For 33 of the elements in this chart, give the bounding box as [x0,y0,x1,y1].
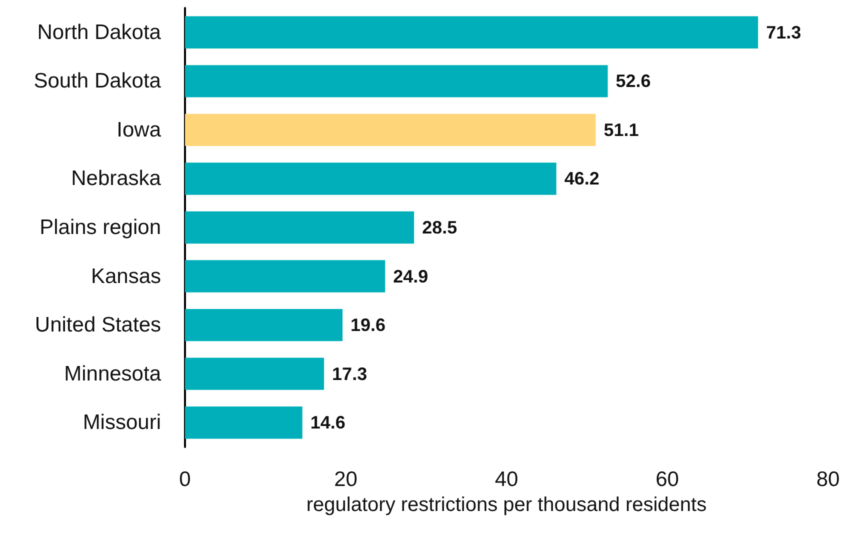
y-tick-label: Plains region [40,216,161,239]
bar [185,16,758,48]
bar [185,211,414,244]
y-tick-label: Iowa [116,118,162,142]
data-label: 28.5 [422,218,458,238]
bar [185,358,324,390]
data-label: 17.3 [332,364,368,384]
y-tick-label: Missouri [82,411,161,434]
x-tick-label: 80 [816,468,840,491]
data-label: 14.6 [310,412,346,433]
data-label: 51.1 [604,120,639,140]
bar [185,114,596,146]
x-tick-label: 0 [179,468,191,491]
data-label: 19.6 [350,315,386,336]
data-label: 52.6 [616,71,651,92]
y-tick-label: Kansas [90,264,161,288]
x-tick-label: 60 [656,468,679,491]
y-tick-label: North Dakota [37,20,162,44]
y-tick-label: United States [34,314,161,337]
bar [185,260,386,292]
y-tick-label: South Dakota [34,70,162,93]
x-axis-title: regulatory restrictions per thousand residents [306,494,707,516]
y-tick-label: Minnesota [64,362,162,386]
x-tick-label: 40 [494,468,518,491]
bar [185,308,343,342]
y-tick-label: Nebraska [71,167,162,190]
x-tick-label: 20 [334,468,358,491]
bar [185,406,302,439]
data-label: 24.9 [393,266,428,286]
bar [185,65,608,98]
data-label: 71.3 [766,22,802,42]
data-label: 46.2 [564,168,600,189]
bar [185,162,556,195]
